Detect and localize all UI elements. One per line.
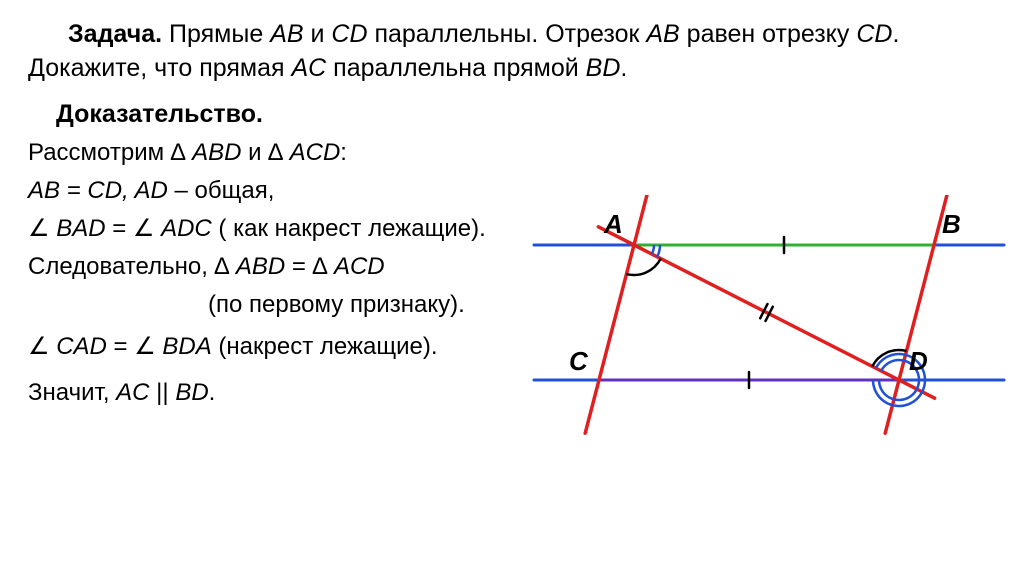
point-label-c: C — [569, 346, 588, 377]
point-label-d: D — [909, 346, 928, 377]
point-label-b: B — [942, 209, 961, 240]
problem-statement: Задача. Прямые AB и CD параллельны. Отре… — [28, 18, 996, 86]
problem-label: Задача. — [68, 20, 162, 48]
proof-line-1: Рассмотрим ∆ ABD и ∆ ACD: — [28, 135, 996, 171]
geometry-diagram: A B C D — [514, 195, 1014, 455]
proof-title: Доказательство. — [56, 100, 996, 129]
point-label-a: A — [604, 209, 623, 240]
